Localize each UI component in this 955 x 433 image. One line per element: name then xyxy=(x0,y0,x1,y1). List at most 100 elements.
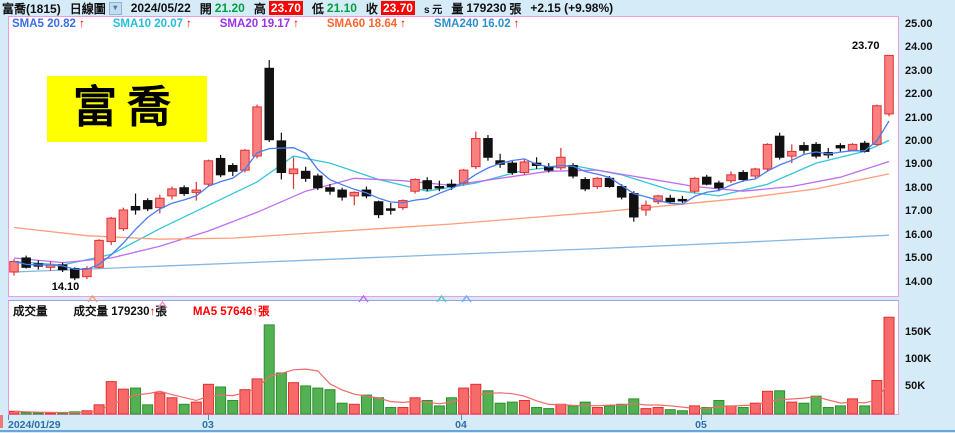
candle-body xyxy=(118,209,129,230)
candle-body xyxy=(762,143,773,170)
ma-line-sma240 xyxy=(13,234,890,273)
up-arrow-icon: ↑ xyxy=(186,18,192,30)
volume-bar xyxy=(883,316,895,415)
time-axis-tick xyxy=(461,415,462,420)
candle-body xyxy=(142,200,153,210)
candle-body xyxy=(325,187,335,192)
up-arrow-icon: ↑ xyxy=(400,18,406,30)
ma-line-sma5 xyxy=(13,120,890,271)
chart-type-label: 日線圖 xyxy=(69,1,106,16)
candle-body xyxy=(568,164,578,177)
volume-chart-canvas[interactable] xyxy=(9,301,900,416)
candle-body xyxy=(677,198,688,202)
candle-body xyxy=(750,168,761,177)
price-chart-panel: 富喬 xyxy=(8,16,899,297)
candle-body xyxy=(349,191,360,197)
price-axis-label: 19.00 xyxy=(905,158,933,171)
time-axis-label: 2024/01/29 xyxy=(8,419,61,431)
price-axis-label: 17.00 xyxy=(905,205,933,218)
candle-body xyxy=(471,138,481,168)
close-label: 收 xyxy=(365,1,378,16)
volume-bar xyxy=(421,400,433,415)
sma-legend-text: SMA5 20.82 xyxy=(12,18,76,30)
candle-body xyxy=(726,174,736,182)
volume-ma5-line xyxy=(13,368,890,414)
open-label: 開 xyxy=(199,1,212,16)
candle-body xyxy=(191,189,202,193)
price-axis-label: 20.00 xyxy=(905,135,933,148)
bottom-border-line xyxy=(0,430,955,432)
volume-bar xyxy=(847,398,859,415)
volume-ma-label: MA5 57646↑張 xyxy=(192,306,270,318)
volume-bar xyxy=(32,412,44,415)
volume-bar xyxy=(227,400,239,415)
volume-detail: 成交量 179230↑張 xyxy=(73,306,167,318)
candle-body xyxy=(665,197,676,203)
volume-bar xyxy=(178,403,190,415)
candle-body xyxy=(641,204,651,211)
volume-bar xyxy=(628,398,640,415)
candle-body xyxy=(313,175,323,189)
candle-body xyxy=(300,170,311,179)
volume-bar xyxy=(689,405,701,415)
candle-body xyxy=(483,138,493,158)
volume-bar xyxy=(616,403,628,415)
price-axis-label: 18.00 xyxy=(905,181,933,194)
candle-body xyxy=(337,189,347,198)
price-chart-canvas[interactable] xyxy=(9,17,900,298)
volume-bar xyxy=(458,387,470,415)
time-axis-tick xyxy=(701,415,702,420)
volume-bar xyxy=(9,410,20,415)
sma-legend-text: SMA240 16.02 xyxy=(433,18,511,30)
candle-body xyxy=(446,183,457,188)
separator-triangle-marker xyxy=(157,301,168,309)
candle-body xyxy=(215,157,226,176)
candle-body xyxy=(884,54,894,115)
candle-body xyxy=(835,145,846,149)
volume-bar xyxy=(555,403,567,415)
volume-bar xyxy=(664,409,676,415)
volume-bar xyxy=(579,401,591,415)
sma-legend-item-sma5[interactable]: SMA5 20.82 ↑ xyxy=(12,18,85,30)
chart-type-selector[interactable]: 日線圖 ▾ xyxy=(70,0,122,17)
candle-body xyxy=(689,177,700,192)
separator-triangle-marker xyxy=(436,295,447,303)
volume-axis-label: 100K xyxy=(905,353,932,365)
up-arrow-icon: ↑ xyxy=(252,306,259,318)
volume-bar xyxy=(518,400,530,415)
volume-bar xyxy=(640,408,652,415)
volume-bar xyxy=(810,395,822,415)
time-axis-tick xyxy=(8,415,9,420)
low-stat: 低 21.10 xyxy=(312,0,357,17)
time-axis-label: 05 xyxy=(695,419,707,431)
separator-triangle-marker xyxy=(461,295,472,303)
sma-legend-row: SMA5 20.82 ↑ SMA10 20.07 ↑ SMA20 19.17 ↑ SMA60… xyxy=(12,18,519,30)
volume-bar xyxy=(786,401,798,415)
volume-bar xyxy=(239,389,251,415)
sma-legend-item-sma240[interactable]: SMA240 16.02 ↑ xyxy=(434,18,519,30)
volume-bar xyxy=(105,381,117,415)
volume-unit: 張 xyxy=(509,1,522,16)
volume-bar xyxy=(154,392,166,415)
time-axis-tick xyxy=(208,415,209,420)
time-axis: 2024/01/29 03 04 05 xyxy=(0,415,955,433)
chevron-down-icon[interactable]: ▾ xyxy=(108,1,122,15)
candle-body xyxy=(629,193,639,218)
volume-bar xyxy=(737,407,749,415)
volume-bar xyxy=(531,407,543,415)
candle-body xyxy=(799,145,809,151)
volume-bar xyxy=(774,390,786,415)
candle-body xyxy=(616,186,627,198)
volume-bar xyxy=(275,372,287,415)
volume-bar xyxy=(567,405,579,415)
sma-legend-item-sma10[interactable]: SMA10 20.07 ↑ xyxy=(113,18,192,30)
volume-panel-title: 成交量 xyxy=(13,306,48,318)
volume-bar xyxy=(263,324,275,415)
volume-header: 成交量 成交量 179230↑張 MA5 57646↑張 xyxy=(13,303,270,319)
sma-legend-item-sma20[interactable]: SMA20 19.17 ↑ xyxy=(220,18,299,30)
sma-legend-item-sma60[interactable]: SMA60 18.64 ↑ xyxy=(327,18,406,30)
price-unit: s 元 xyxy=(423,4,443,16)
sma-legend-text: SMA10 20.07 xyxy=(112,18,184,30)
sma-legend-text: SMA20 19.17 xyxy=(219,18,291,30)
volume-chart-panel: 成交量 成交量 179230↑張 MA5 57646↑張 xyxy=(8,300,899,415)
